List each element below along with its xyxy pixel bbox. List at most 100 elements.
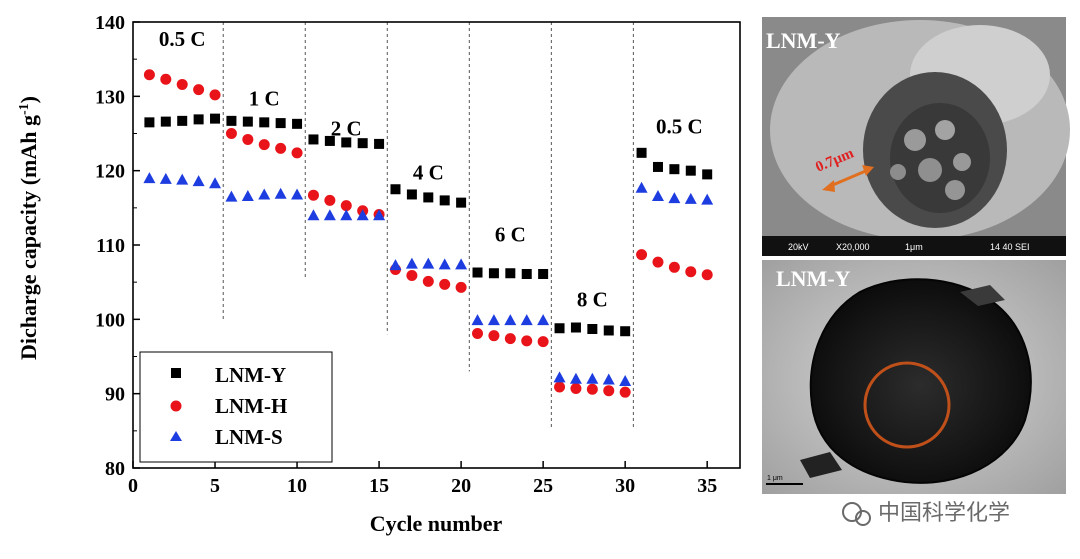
plot-area: 0 5 10 15 20 25 30 35 80 90 100 110 120 130 140 0.5 C 1… [95,12,741,497]
x-tick-label: 15 [369,475,389,497]
legend-label-lnm-y: LNM-Y [215,363,286,387]
point-lnm-s [274,187,287,199]
point-lnm-s [701,193,714,205]
sem-arrowhead-right [862,165,874,176]
point-lnm-y [685,165,696,176]
point-lnm-y [308,134,319,145]
x-tick-label: 0 [128,475,138,497]
point-lnm-s [520,314,533,326]
point-lnm-y [242,116,253,127]
point-lnm-y [423,192,434,203]
sem-footer-bar [762,236,1066,256]
point-lnm-h [225,128,237,139]
point-lnm-s [258,188,271,200]
rate-label: 2 C [331,117,362,141]
sem-cavity-inner [890,103,990,213]
legend-marker-lnm-h [170,400,182,412]
sem-grain [935,120,955,140]
point-lnm-h [652,256,664,268]
point-lnm-h [586,383,598,395]
legend-marker-lnm-y [171,368,181,378]
tem-edge-fragment [960,285,1005,306]
watermark: 中国科学化学 [842,501,1010,526]
sem-grain [890,164,906,180]
point-lnm-h [307,189,319,201]
legend: LNM-Y LNM-H LNM-S [139,351,333,463]
point-lnm-y [488,268,499,279]
sem-grain [953,153,971,171]
point-lnm-s [405,257,418,269]
point-lnm-s [487,314,500,326]
rate-label: 8 C [577,288,608,312]
point-lnm-h [291,147,303,159]
tem-particle [809,278,1032,484]
point-lnm-y [456,197,467,208]
point-lnm-s [537,314,550,326]
point-lnm-y [652,161,663,172]
point-lnm-h [603,385,615,397]
legend-label-lnm-h: LNM-H [215,394,287,418]
point-lnm-s [241,189,254,201]
point-lnm-h [439,278,451,290]
point-lnm-h [570,382,582,394]
point-lnm-h [242,133,254,145]
y-axis-title-sup: -1 [17,103,32,115]
point-lnm-y [406,189,417,200]
point-lnm-y [521,268,532,279]
sem-label: LNM-Y [766,28,841,53]
point-lnm-s [176,173,189,185]
point-lnm-s [586,372,599,384]
point-lnm-y [439,195,450,206]
point-lnm-y [587,323,598,334]
point-lnm-y [505,268,516,279]
point-lnm-s [340,209,353,221]
rate-label: 6 C [495,222,526,246]
wechat-icon-inner [855,510,871,526]
rate-label: 4 C [413,161,444,185]
sem-grain [945,180,965,200]
point-lnm-y [357,138,368,149]
point-lnm-h [619,386,631,398]
point-lnm-y [554,323,565,334]
tem-scale-label: 1 μm [767,475,783,482]
point-lnm-h [324,194,336,206]
point-lnm-s [569,372,582,384]
point-lnm-s [422,257,435,269]
y-tick-label: 100 [95,309,125,331]
point-lnm-s [389,259,402,271]
y-tick-label: 130 [95,86,125,108]
sem-grain [918,158,942,182]
point-lnm-y [275,118,286,129]
point-lnm-s [209,177,222,189]
point-lnm-y [603,325,614,336]
point-lnm-s [602,373,615,385]
point-lnm-y [259,117,270,128]
y-tick-label: 90 [105,384,125,406]
tem-hollow-highlight [863,361,951,449]
plot-frame [132,21,741,469]
point-lnm-s [684,192,697,204]
point-lnm-h [537,336,549,348]
point-lnm-s [159,172,172,184]
rate-label: 0.5 C [159,27,206,51]
point-lnm-h [636,249,648,261]
point-lnm-y [669,164,680,175]
point-lnm-y [570,322,581,333]
watermark-text: 中国科学化学 [878,501,1010,526]
point-lnm-h [340,200,352,212]
x-tick-label: 25 [533,475,553,497]
point-lnm-h [422,275,434,287]
point-lnm-y [538,268,549,279]
tem-label: LNM-Y [776,266,851,291]
point-lnm-h [521,335,533,347]
data-points [143,69,714,398]
tem-image: 1 μm LNM-Y [762,260,1066,494]
sem-footer-mag: X20,000 [836,242,870,252]
sem-footer-id: 14 40 SEI [990,242,1030,252]
x-tick-label: 35 [697,475,717,497]
point-lnm-s [455,258,468,270]
point-lnm-s [356,209,369,221]
x-tick-label: 20 [451,475,471,497]
point-lnm-s [323,209,336,221]
